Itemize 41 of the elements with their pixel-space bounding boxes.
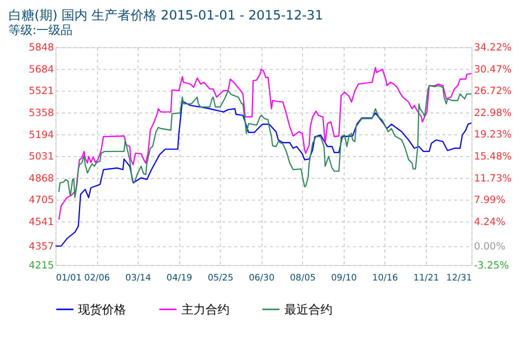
legend-label: 最近合约 [284,302,332,316]
y-tick-label: 5684 [28,64,54,76]
x-tick-label: 06/30 [248,273,275,284]
y-tick-label: 5194 [28,130,54,141]
x-tick-label: 12/31 [446,273,472,284]
y2-tick-label: 22.98% [474,108,512,119]
x-tick-label: 05/25 [208,273,234,284]
y2-tick-label: 0.00% [474,242,506,253]
y2-tick-label: 15.48% [474,152,512,163]
y-tick-label: 5358 [28,108,54,119]
y-tick-label: 5521 [28,86,54,98]
x-tick-label: 08/05 [290,273,316,284]
x-tick-label: 10/16 [372,273,398,284]
y-tick-label: 5848 [28,42,54,54]
y-tick-label: 4868 [28,173,54,184]
x-tick-label: 09/10 [331,273,358,284]
chart-subtitle: 等级:一级品 [8,23,72,38]
y2-tick-label: 34.22% [474,42,512,54]
legend-label: 现货价格 [78,302,126,316]
y2-tick-label: 30.47% [474,64,512,76]
y-tick-label: 4357 [28,242,54,253]
x-tick-label: 01/01 [56,273,82,284]
y2-tick-label: 4.24% [474,216,506,228]
y2-tick-label: 11.73% [474,173,512,184]
y2-tick-label: 26.72% [474,86,512,98]
y-tick-label: 4215 [28,260,54,272]
y2-tick-label: 7.99% [474,195,506,206]
x-tick-label: 02/06 [84,273,110,284]
x-tick-label: 04/19 [166,273,193,284]
y-tick-label: 4705 [28,195,54,206]
x-tick-label: 11/21 [413,273,440,284]
x-tick-label: 03/14 [125,273,152,284]
y-tick-label: 4541 [28,216,54,228]
y-tick-label: 5031 [28,152,54,163]
line-series [58,66,472,220]
y2-tick-label: -3.25% [474,260,509,272]
line-series [58,85,472,198]
legend-label: 主力合约 [181,302,230,316]
line-series [54,100,472,247]
chart-title: 白糖(期) 国内 生产者价格 2015-01-01 - 2015-12-31 [8,8,324,24]
y2-tick-label: 19.23% [474,130,512,141]
